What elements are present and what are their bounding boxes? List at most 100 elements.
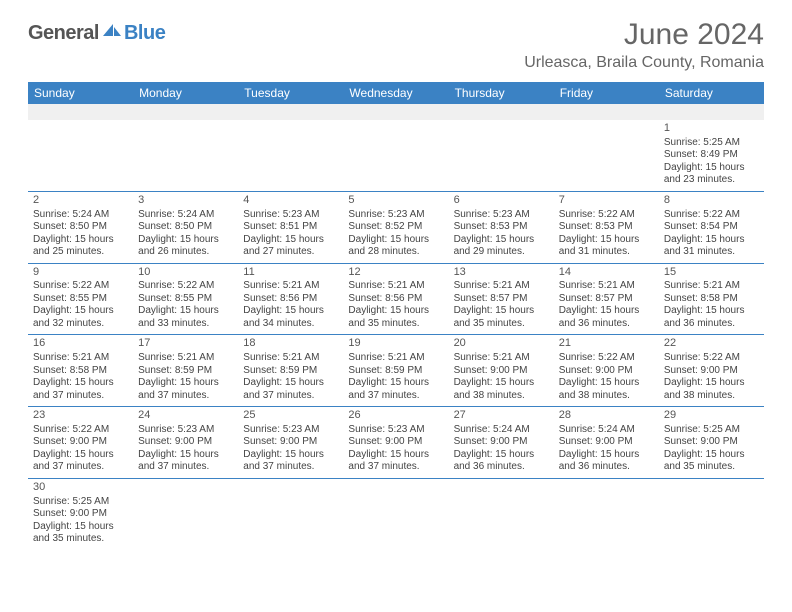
sunset-line: Sunset: 9:00 PM bbox=[664, 365, 759, 378]
sunset-line: Sunset: 8:52 PM bbox=[348, 221, 443, 234]
calendar-cell-empty bbox=[133, 478, 238, 549]
calendar-cell: 29Sunrise: 5:25 AMSunset: 9:00 PMDayligh… bbox=[659, 407, 764, 479]
day-number: 19 bbox=[348, 337, 443, 351]
weekday-header: Thursday bbox=[449, 82, 554, 104]
sunset-line: Sunset: 8:55 PM bbox=[138, 293, 233, 306]
sunrise-line: Sunrise: 5:21 AM bbox=[454, 352, 549, 365]
calendar-cell-empty bbox=[133, 120, 238, 191]
calendar-cell: 11Sunrise: 5:21 AMSunset: 8:56 PMDayligh… bbox=[238, 263, 343, 335]
daylight-line: Daylight: 15 hours and 37 minutes. bbox=[138, 449, 233, 474]
sunset-line: Sunset: 8:50 PM bbox=[138, 221, 233, 234]
sunrise-line: Sunrise: 5:22 AM bbox=[559, 209, 654, 222]
calendar-cell: 22Sunrise: 5:22 AMSunset: 9:00 PMDayligh… bbox=[659, 335, 764, 407]
calendar-cell: 18Sunrise: 5:21 AMSunset: 8:59 PMDayligh… bbox=[238, 335, 343, 407]
calendar-row: 23Sunrise: 5:22 AMSunset: 9:00 PMDayligh… bbox=[28, 407, 764, 479]
sunrise-line: Sunrise: 5:24 AM bbox=[33, 209, 128, 222]
weekday-header: Saturday bbox=[659, 82, 764, 104]
calendar-cell: 5Sunrise: 5:23 AMSunset: 8:52 PMDaylight… bbox=[343, 191, 448, 263]
day-number: 18 bbox=[243, 337, 338, 351]
day-number: 17 bbox=[138, 337, 233, 351]
sunrise-line: Sunrise: 5:22 AM bbox=[559, 352, 654, 365]
sunrise-line: Sunrise: 5:25 AM bbox=[664, 424, 759, 437]
calendar-cell: 2Sunrise: 5:24 AMSunset: 8:50 PMDaylight… bbox=[28, 191, 133, 263]
daylight-line: Daylight: 15 hours and 35 minutes. bbox=[454, 305, 549, 330]
calendar-cell: 21Sunrise: 5:22 AMSunset: 9:00 PMDayligh… bbox=[554, 335, 659, 407]
sunset-line: Sunset: 8:57 PM bbox=[454, 293, 549, 306]
sunrise-line: Sunrise: 5:25 AM bbox=[664, 137, 759, 150]
sunset-line: Sunset: 8:50 PM bbox=[33, 221, 128, 234]
calendar-cell: 7Sunrise: 5:22 AMSunset: 8:53 PMDaylight… bbox=[554, 191, 659, 263]
daylight-line: Daylight: 15 hours and 35 minutes. bbox=[348, 305, 443, 330]
sunset-line: Sunset: 8:54 PM bbox=[664, 221, 759, 234]
sunset-line: Sunset: 9:00 PM bbox=[454, 365, 549, 378]
sunrise-line: Sunrise: 5:23 AM bbox=[348, 209, 443, 222]
sunset-line: Sunset: 9:00 PM bbox=[559, 365, 654, 378]
day-number: 20 bbox=[454, 337, 549, 351]
day-number: 1 bbox=[664, 122, 759, 136]
day-number: 15 bbox=[664, 266, 759, 280]
sunrise-line: Sunrise: 5:21 AM bbox=[243, 280, 338, 293]
sunset-line: Sunset: 8:57 PM bbox=[559, 293, 654, 306]
calendar-cell: 28Sunrise: 5:24 AMSunset: 9:00 PMDayligh… bbox=[554, 407, 659, 479]
calendar-cell-empty bbox=[343, 120, 448, 191]
daylight-line: Daylight: 15 hours and 31 minutes. bbox=[664, 234, 759, 259]
sunrise-line: Sunrise: 5:22 AM bbox=[33, 280, 128, 293]
sunrise-line: Sunrise: 5:21 AM bbox=[243, 352, 338, 365]
day-number: 29 bbox=[664, 409, 759, 423]
daylight-line: Daylight: 15 hours and 29 minutes. bbox=[454, 234, 549, 259]
calendar-cell: 20Sunrise: 5:21 AMSunset: 9:00 PMDayligh… bbox=[449, 335, 554, 407]
daylight-line: Daylight: 15 hours and 36 minutes. bbox=[559, 305, 654, 330]
sunset-line: Sunset: 9:00 PM bbox=[33, 436, 128, 449]
sunset-line: Sunset: 8:58 PM bbox=[664, 293, 759, 306]
daylight-line: Daylight: 15 hours and 38 minutes. bbox=[454, 377, 549, 402]
sunset-line: Sunset: 9:00 PM bbox=[348, 436, 443, 449]
day-number: 9 bbox=[33, 266, 128, 280]
calendar-cell: 23Sunrise: 5:22 AMSunset: 9:00 PMDayligh… bbox=[28, 407, 133, 479]
calendar-cell-empty bbox=[554, 478, 659, 549]
sunrise-line: Sunrise: 5:21 AM bbox=[559, 280, 654, 293]
calendar-cell: 24Sunrise: 5:23 AMSunset: 9:00 PMDayligh… bbox=[133, 407, 238, 479]
daylight-line: Daylight: 15 hours and 37 minutes. bbox=[348, 377, 443, 402]
daylight-line: Daylight: 15 hours and 36 minutes. bbox=[454, 449, 549, 474]
daylight-line: Daylight: 15 hours and 38 minutes. bbox=[664, 377, 759, 402]
calendar-cell: 17Sunrise: 5:21 AMSunset: 8:59 PMDayligh… bbox=[133, 335, 238, 407]
day-number: 11 bbox=[243, 266, 338, 280]
daylight-line: Daylight: 15 hours and 23 minutes. bbox=[664, 162, 759, 187]
calendar-cell: 25Sunrise: 5:23 AMSunset: 9:00 PMDayligh… bbox=[238, 407, 343, 479]
sunset-line: Sunset: 9:00 PM bbox=[664, 436, 759, 449]
daylight-line: Daylight: 15 hours and 35 minutes. bbox=[664, 449, 759, 474]
calendar-cell: 1Sunrise: 5:25 AMSunset: 8:49 PMDaylight… bbox=[659, 120, 764, 191]
sunrise-line: Sunrise: 5:21 AM bbox=[454, 280, 549, 293]
daylight-line: Daylight: 15 hours and 37 minutes. bbox=[33, 449, 128, 474]
sunrise-line: Sunrise: 5:24 AM bbox=[559, 424, 654, 437]
calendar-cell: 13Sunrise: 5:21 AMSunset: 8:57 PMDayligh… bbox=[449, 263, 554, 335]
daylight-line: Daylight: 15 hours and 32 minutes. bbox=[33, 305, 128, 330]
daylight-line: Daylight: 15 hours and 33 minutes. bbox=[138, 305, 233, 330]
sunset-line: Sunset: 8:49 PM bbox=[664, 149, 759, 162]
sunset-line: Sunset: 9:00 PM bbox=[33, 508, 128, 521]
calendar-cell: 4Sunrise: 5:23 AMSunset: 8:51 PMDaylight… bbox=[238, 191, 343, 263]
header: General Blue June 2024 Urleasca, Braila … bbox=[28, 18, 764, 72]
day-number: 30 bbox=[33, 481, 128, 495]
calendar-cell: 26Sunrise: 5:23 AMSunset: 9:00 PMDayligh… bbox=[343, 407, 448, 479]
daylight-line: Daylight: 15 hours and 31 minutes. bbox=[559, 234, 654, 259]
sunset-line: Sunset: 8:59 PM bbox=[138, 365, 233, 378]
day-number: 24 bbox=[138, 409, 233, 423]
calendar-cell: 16Sunrise: 5:21 AMSunset: 8:58 PMDayligh… bbox=[28, 335, 133, 407]
sunrise-line: Sunrise: 5:23 AM bbox=[138, 424, 233, 437]
calendar-row: 9Sunrise: 5:22 AMSunset: 8:55 PMDaylight… bbox=[28, 263, 764, 335]
calendar-cell: 3Sunrise: 5:24 AMSunset: 8:50 PMDaylight… bbox=[133, 191, 238, 263]
calendar-cell: 10Sunrise: 5:22 AMSunset: 8:55 PMDayligh… bbox=[133, 263, 238, 335]
sunrise-line: Sunrise: 5:21 AM bbox=[664, 280, 759, 293]
sunrise-line: Sunrise: 5:22 AM bbox=[664, 352, 759, 365]
weekday-header: Friday bbox=[554, 82, 659, 104]
weekday-header-row: Sunday Monday Tuesday Wednesday Thursday… bbox=[28, 82, 764, 104]
location: Urleasca, Braila County, Romania bbox=[524, 54, 764, 72]
day-number: 27 bbox=[454, 409, 549, 423]
calendar-row: 1Sunrise: 5:25 AMSunset: 8:49 PMDaylight… bbox=[28, 120, 764, 191]
sunrise-line: Sunrise: 5:21 AM bbox=[348, 280, 443, 293]
day-number: 10 bbox=[138, 266, 233, 280]
weekday-header: Wednesday bbox=[343, 82, 448, 104]
sunrise-line: Sunrise: 5:23 AM bbox=[348, 424, 443, 437]
sunset-line: Sunset: 8:58 PM bbox=[33, 365, 128, 378]
